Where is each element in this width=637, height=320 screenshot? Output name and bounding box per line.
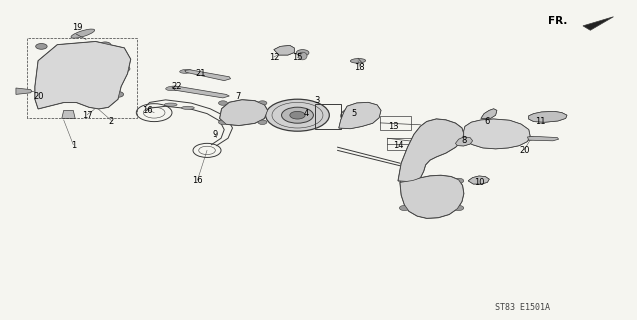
Polygon shape (274, 45, 294, 55)
Circle shape (290, 111, 305, 119)
Circle shape (296, 50, 309, 56)
Circle shape (224, 103, 262, 122)
Circle shape (282, 107, 313, 123)
Circle shape (83, 79, 96, 85)
Text: 18: 18 (355, 63, 365, 72)
Polygon shape (455, 137, 473, 146)
Text: 21: 21 (196, 69, 206, 78)
Ellipse shape (182, 106, 194, 109)
Circle shape (83, 68, 96, 75)
Ellipse shape (522, 136, 535, 140)
Ellipse shape (298, 52, 307, 60)
Circle shape (266, 99, 329, 131)
Text: 1: 1 (71, 141, 76, 150)
Text: 20: 20 (519, 146, 529, 155)
Circle shape (351, 112, 366, 120)
Circle shape (99, 42, 111, 48)
Circle shape (258, 101, 267, 105)
Circle shape (218, 101, 227, 105)
Polygon shape (583, 17, 613, 30)
Ellipse shape (164, 103, 177, 106)
Text: 3: 3 (315, 96, 320, 105)
Polygon shape (468, 176, 489, 184)
Text: 17: 17 (82, 111, 92, 120)
Text: ST83 E1501A: ST83 E1501A (495, 303, 550, 312)
Polygon shape (527, 136, 559, 141)
Polygon shape (185, 70, 231, 81)
Polygon shape (398, 119, 464, 182)
Text: 13: 13 (389, 122, 399, 131)
Text: 2: 2 (109, 117, 114, 126)
Ellipse shape (166, 86, 181, 91)
Circle shape (399, 205, 410, 211)
Circle shape (234, 108, 253, 117)
Polygon shape (16, 88, 32, 94)
Text: 6: 6 (484, 117, 489, 126)
Text: 8: 8 (461, 136, 466, 145)
Text: 12: 12 (269, 53, 279, 62)
Ellipse shape (71, 29, 95, 38)
Circle shape (112, 92, 124, 97)
Polygon shape (464, 119, 530, 149)
Polygon shape (529, 111, 567, 122)
Text: 16: 16 (192, 176, 203, 185)
Text: 22: 22 (172, 82, 182, 91)
Circle shape (78, 74, 88, 79)
Circle shape (70, 79, 83, 85)
Circle shape (64, 74, 76, 80)
Polygon shape (35, 42, 131, 109)
Circle shape (454, 205, 464, 211)
Text: 15: 15 (292, 53, 303, 62)
Ellipse shape (489, 127, 504, 141)
Text: 11: 11 (535, 117, 545, 126)
Ellipse shape (482, 122, 510, 146)
Circle shape (454, 178, 464, 183)
Circle shape (54, 62, 111, 91)
Text: 7: 7 (235, 92, 240, 100)
Circle shape (89, 74, 102, 80)
Polygon shape (220, 100, 268, 125)
Text: 10: 10 (474, 178, 484, 187)
Circle shape (36, 44, 47, 49)
Circle shape (218, 120, 227, 124)
Text: 14: 14 (394, 141, 404, 150)
Text: 19: 19 (73, 23, 83, 32)
Polygon shape (62, 110, 75, 118)
Text: 20: 20 (33, 92, 43, 100)
Polygon shape (339, 102, 381, 129)
Ellipse shape (180, 69, 192, 73)
Circle shape (118, 66, 130, 72)
Polygon shape (172, 86, 229, 98)
Circle shape (400, 178, 410, 183)
Circle shape (258, 120, 267, 124)
Text: 4: 4 (303, 109, 308, 118)
Text: 16: 16 (143, 106, 153, 115)
Text: FR.: FR. (548, 16, 567, 26)
Polygon shape (481, 109, 497, 118)
Circle shape (70, 68, 83, 75)
Polygon shape (400, 175, 464, 218)
Text: 5: 5 (352, 109, 357, 118)
Ellipse shape (350, 59, 366, 63)
Text: 9: 9 (212, 130, 217, 139)
